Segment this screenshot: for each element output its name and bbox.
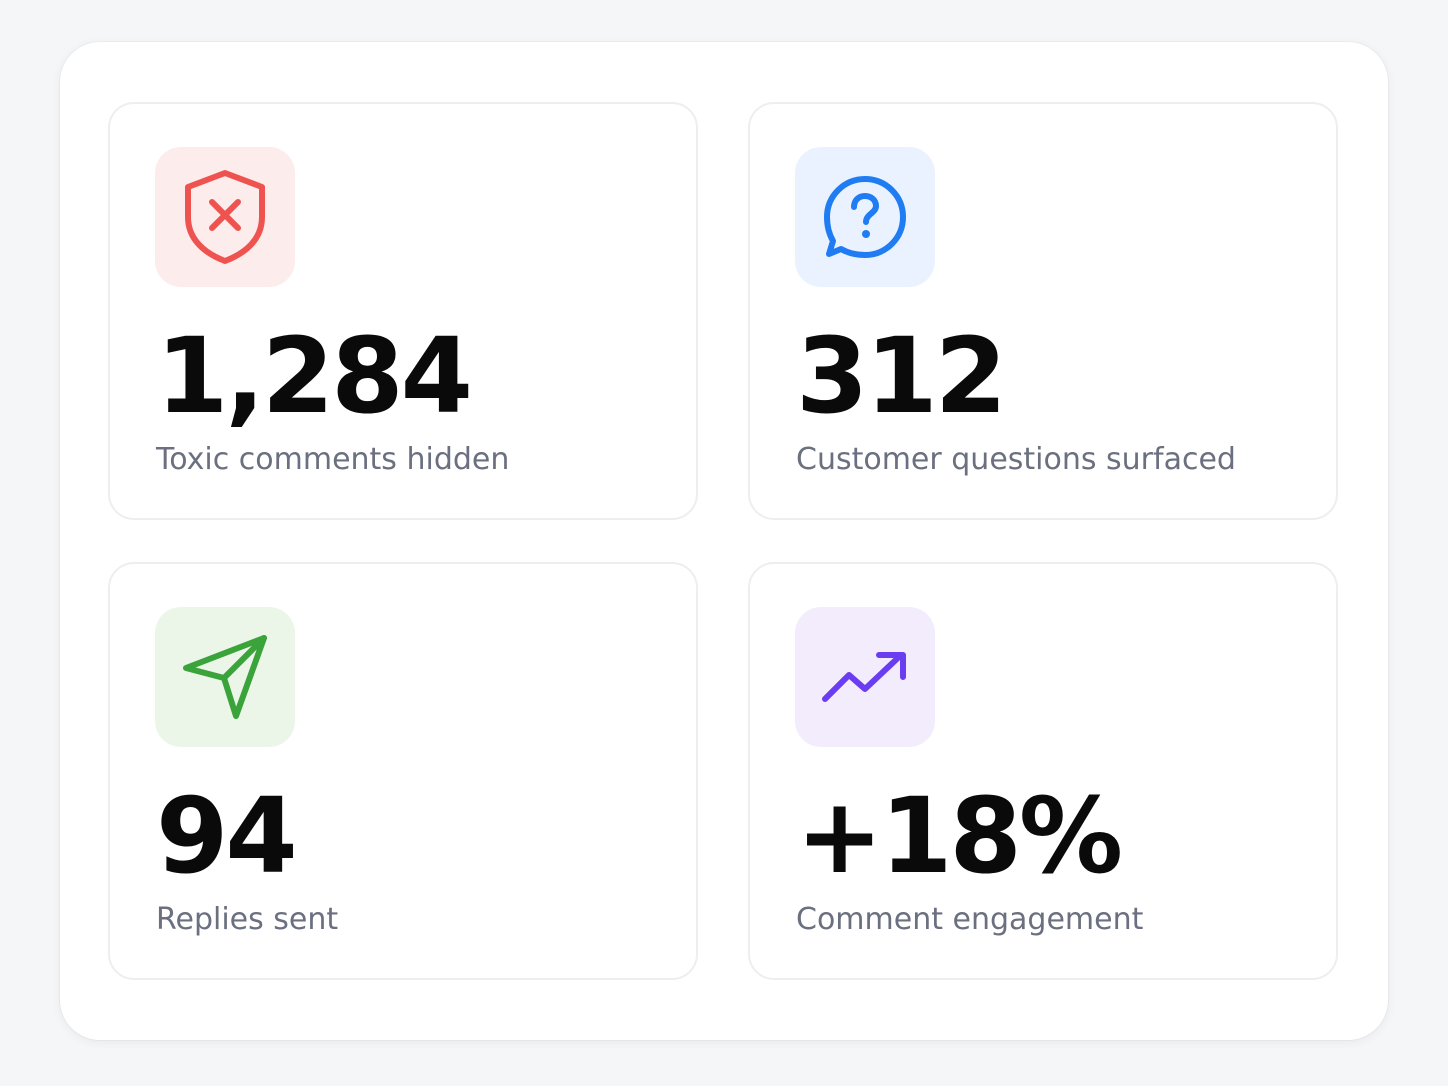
stat-value: 312 [796,315,1007,437]
stat-card-replies-sent: 94 Replies sent [108,562,698,980]
stat-card-customer-questions: 312 Customer questions surfaced [748,102,1338,520]
stat-card-comment-engagement: +18% Comment engagement [748,562,1338,980]
icon-tile [155,607,295,747]
stat-label: Replies sent [156,902,339,937]
stat-value: +18% [796,775,1123,897]
stat-value: 94 [156,775,298,897]
stat-card-toxic-comments: 1,284 Toxic comments hidden [108,102,698,520]
question-bubble-icon [819,171,911,263]
icon-tile [795,607,935,747]
trending-up-icon [819,647,911,707]
stat-label: Customer questions surfaced [796,442,1236,477]
icon-tile [155,147,295,287]
stat-value: 1,284 [156,315,473,437]
stat-label: Comment engagement [796,902,1144,937]
icon-tile [795,147,935,287]
stat-label: Toxic comments hidden [156,442,510,477]
shield-x-icon [180,167,270,267]
stats-panel: 1,284 Toxic comments hidden 312 Customer… [60,42,1388,1040]
send-icon [180,632,270,722]
